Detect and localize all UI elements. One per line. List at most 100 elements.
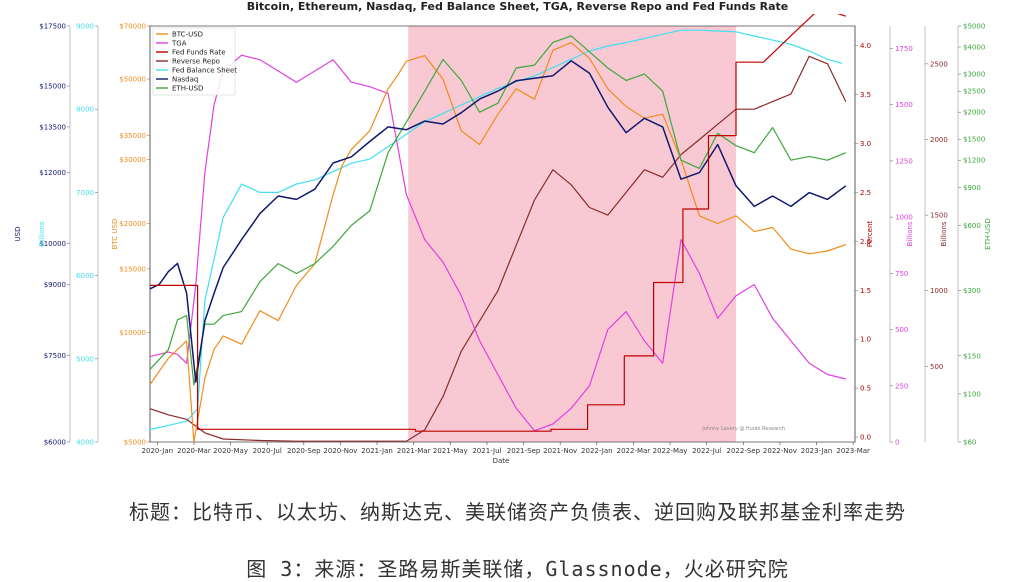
x-tick-label: 2021-Nov <box>543 447 577 455</box>
rate-tick-label: 2.5 <box>860 189 871 197</box>
nasdaq-tick-label: $7500 <box>44 352 66 360</box>
tga-axis-label: Billions <box>906 221 914 246</box>
btc-tick-label: $30000 <box>119 156 146 164</box>
fedbs-axis-label: Billions <box>38 221 46 246</box>
x-tick-label: 2020-Jan <box>142 447 174 455</box>
eth-tick-label: $150 <box>963 352 981 360</box>
tga-tick-label: 1000 <box>895 214 913 222</box>
nasdaq-tick-label: $6000 <box>44 439 66 447</box>
rrp-tick-label: 2000 <box>930 136 948 144</box>
x-tick-label: 2022-May <box>653 447 688 455</box>
x-tick-label: 2021-May <box>433 447 468 455</box>
nasdaq-tick-label: $15000 <box>39 82 66 90</box>
series-line-nasdaq <box>149 60 847 383</box>
eth-tick-label: $300 <box>963 287 981 295</box>
nasdaq-tick-label: $12000 <box>39 169 66 177</box>
series-line-fed-funds-rate <box>150 14 846 432</box>
figure-caption-source: 图 3：来源：圣路易斯美联储，Glassnode，火必研究院 <box>246 557 789 581</box>
eth-tick-label: $900 <box>963 184 981 192</box>
btc-tick-label: $70000 <box>119 23 146 31</box>
nasdaq-axis-label: USD <box>14 227 22 242</box>
x-tick-label: 2020-Nov <box>323 447 357 455</box>
x-tick-label: 2022-Sep <box>727 447 761 455</box>
series-line-fed-balance-sheet <box>149 29 843 431</box>
series-line-btc-usd <box>149 42 847 443</box>
fedbs-tick-label: 5000 <box>76 355 94 363</box>
nasdaq-tick-label: $10000 <box>39 240 66 248</box>
x-tick-label: 2020-Sep <box>287 447 321 455</box>
x-tick-label: 2020-Mar <box>177 447 211 455</box>
x-tick-label: 2020-Jul <box>253 447 282 455</box>
rate-tick-label: 4.0 <box>860 42 871 50</box>
eth-tick-label: $2000 <box>963 109 985 117</box>
rate-tick-label: 1.5 <box>860 287 871 295</box>
tga-tick-label: 1750 <box>895 45 913 53</box>
fedbs-tick-label: 9000 <box>76 23 94 31</box>
tga-tick-label: 1500 <box>895 101 913 109</box>
shaded-period <box>408 26 736 442</box>
x-axis-label: Date <box>493 457 510 465</box>
btc-tick-label: $5000 <box>124 439 146 447</box>
rrp-axis-label: Billions <box>940 221 948 246</box>
x-tick-label: 2022-Jan <box>581 447 613 455</box>
rrp-tick-label: 1000 <box>930 287 948 295</box>
series-line-reverse-repo <box>149 55 847 442</box>
x-tick-label: 2021-Jan <box>361 447 393 455</box>
eth-tick-label: $100 <box>963 390 981 398</box>
rate-tick-label: 3.0 <box>860 140 871 148</box>
legend-entry: BTC-USD <box>172 31 203 39</box>
legend-entry: Fed Funds Rate <box>172 49 226 57</box>
axes: 2020-Jan 2020-Mar 2020-May 2020-Jul 2020-Sep… <box>14 23 992 456</box>
tga-tick-label: 750 <box>895 270 908 278</box>
btc-axis-label: BTC USD <box>111 219 119 250</box>
x-tick-label: 2021-Sep <box>507 447 541 455</box>
rate-tick-label: 0.0 <box>860 434 871 442</box>
eth-axis-label: ETH-USD <box>984 218 992 249</box>
x-tick-label: 2021-Jul <box>472 447 501 455</box>
figure-caption-title: 标题：比特币、以太坊、纳斯达克、美联储资产负债表、逆回购及联邦基金利率走势 <box>129 500 906 524</box>
tga-tick-label: 500 <box>895 326 908 334</box>
rrp-tick-label: 1500 <box>930 212 948 220</box>
rate-tick-label: 1.0 <box>860 336 871 344</box>
rrp-tick-label: 500 <box>930 363 943 371</box>
eth-tick-label: $1500 <box>963 136 985 144</box>
rrp-tick-label: 2500 <box>930 60 948 68</box>
watermark-text: Johnny Lavery @ Huobi Research <box>701 426 785 432</box>
multi-axis-line-chart: 2020-Jan 2020-Mar 2020-May 2020-Jul 2020-Sep… <box>14 14 992 465</box>
eth-tick-label: $5000 <box>963 23 985 31</box>
legend-entry: Nasdaq <box>172 76 198 84</box>
shaded-region-rect <box>408 26 736 442</box>
eth-tick-label: $1200 <box>963 157 985 165</box>
rate-tick-label: 3.5 <box>860 91 871 99</box>
nasdaq-tick-label: $13500 <box>39 123 66 131</box>
legend-entry: ETH-USD <box>172 85 203 93</box>
eth-tick-label: $4000 <box>963 43 985 51</box>
chart-title: Bitcoin, Ethereum, Nasdaq, Fed Balance S… <box>246 0 789 13</box>
tga-tick-label: 250 <box>895 382 908 390</box>
rate-tick-label: 2.0 <box>860 238 871 246</box>
fedbs-tick-label: 7000 <box>76 189 94 197</box>
legend-entry: TGA <box>171 40 187 48</box>
x-tick-label: 2023-Mar <box>836 447 870 455</box>
nasdaq-tick-label: $9000 <box>44 281 66 289</box>
btc-tick-label: $15000 <box>119 265 146 273</box>
series-lines <box>149 14 847 443</box>
x-tick-label: 2023-Jan <box>801 447 833 455</box>
eth-tick-label: $2500 <box>963 88 985 96</box>
fedbs-tick-label: 4000 <box>76 439 94 447</box>
eth-tick-label: $60 <box>963 439 976 447</box>
x-tick-label: 2022-Jul <box>692 447 721 455</box>
fedbs-tick-label: 6000 <box>76 272 94 280</box>
eth-tick-label: $3000 <box>963 71 985 79</box>
tga-tick-label: 0 <box>895 439 899 447</box>
x-tick-label: 2022-Nov <box>763 447 797 455</box>
btc-tick-label: $35000 <box>119 132 146 140</box>
x-tick-label: 2021-Mar <box>397 447 431 455</box>
legend-entry: Reverse Repo <box>172 58 220 66</box>
btc-tick-label: $10000 <box>119 329 146 337</box>
btc-tick-label: $20000 <box>119 220 146 228</box>
rate-axis-label: Percent <box>866 221 874 248</box>
rate-tick-label: 0.5 <box>860 385 871 393</box>
tga-tick-label: 1250 <box>895 157 913 165</box>
